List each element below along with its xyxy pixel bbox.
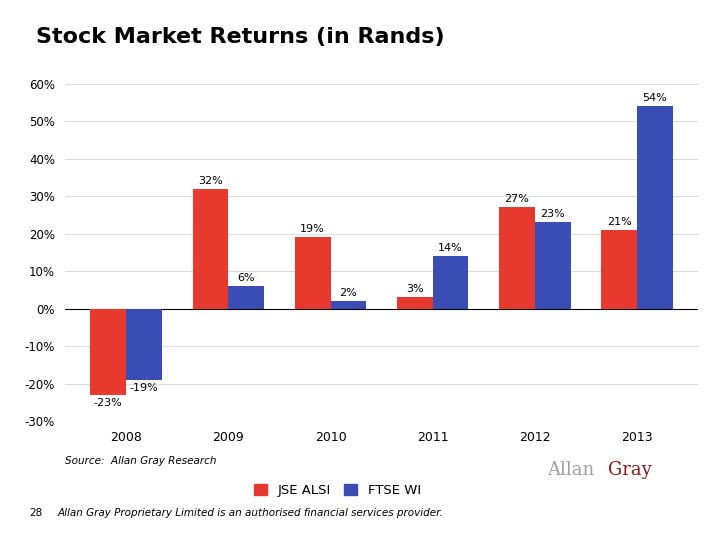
Text: 54%: 54% bbox=[642, 93, 667, 103]
Text: Allan: Allan bbox=[547, 461, 595, 479]
Text: 27%: 27% bbox=[505, 194, 529, 205]
Bar bbox=[330, 301, 366, 309]
Text: 2%: 2% bbox=[340, 288, 357, 298]
Text: 28: 28 bbox=[29, 508, 42, 518]
Bar bbox=[192, 188, 228, 309]
Bar bbox=[228, 286, 264, 309]
Bar bbox=[294, 238, 330, 309]
Text: 19%: 19% bbox=[300, 225, 325, 234]
Text: Source:  Allan Gray Research: Source: Allan Gray Research bbox=[65, 456, 216, 467]
Bar bbox=[499, 207, 535, 309]
Bar bbox=[397, 298, 433, 309]
Text: Gray: Gray bbox=[608, 461, 652, 479]
Text: -19%: -19% bbox=[130, 383, 158, 393]
Text: -23%: -23% bbox=[94, 398, 122, 408]
Text: 32%: 32% bbox=[198, 176, 222, 186]
Text: 3%: 3% bbox=[406, 285, 423, 294]
Text: 6%: 6% bbox=[238, 273, 255, 283]
Text: 23%: 23% bbox=[541, 210, 565, 219]
Legend: JSE ALSI, FTSE WI: JSE ALSI, FTSE WI bbox=[248, 479, 426, 502]
Bar bbox=[433, 256, 469, 309]
Bar bbox=[126, 309, 162, 380]
Bar bbox=[601, 230, 637, 309]
Text: Stock Market Returns (in Rands): Stock Market Returns (in Rands) bbox=[36, 27, 445, 47]
Bar bbox=[90, 309, 126, 395]
Bar bbox=[637, 106, 673, 309]
Text: 21%: 21% bbox=[607, 217, 631, 227]
Bar bbox=[535, 222, 571, 309]
Text: 14%: 14% bbox=[438, 243, 463, 253]
Text: Allan Gray Proprietary Limited is an authorised financial services provider.: Allan Gray Proprietary Limited is an aut… bbox=[58, 508, 444, 518]
